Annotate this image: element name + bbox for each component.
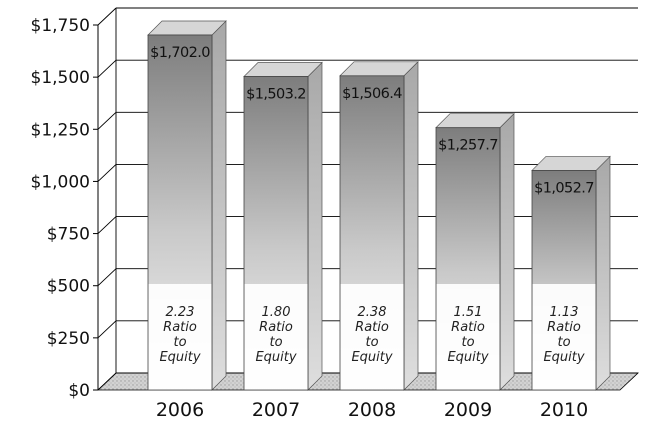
bar-top <box>147 20 227 36</box>
bar-side <box>499 112 515 391</box>
y-tick-label: $500 <box>47 277 90 297</box>
bar-side <box>211 20 227 391</box>
bar-top <box>531 156 611 171</box>
y-tick-label: $1,000 <box>31 172 90 192</box>
gridline-side <box>97 320 117 339</box>
bar-side <box>403 60 419 391</box>
y-tick-label: $750 <box>47 225 90 245</box>
ratio-caption: to <box>365 335 378 350</box>
x-tick-label: 2006 <box>156 399 204 421</box>
ratio-caption: to <box>173 335 186 350</box>
gridline-side <box>97 7 117 26</box>
ratio-caption: Ratio <box>355 320 389 335</box>
x-tick-label: 2008 <box>348 399 396 421</box>
bar-top <box>339 61 419 77</box>
x-tick-label: 2009 <box>444 399 492 421</box>
data-label: $1,257.7 <box>438 138 498 154</box>
data-label: $1,702.0 <box>150 45 210 61</box>
data-label: $1,503.2 <box>246 86 306 102</box>
ratio-caption: Ratio <box>451 320 485 335</box>
gridline-side <box>97 372 117 391</box>
ratio-caption: Equity <box>543 350 584 365</box>
ratio-panel <box>148 284 212 390</box>
ratio-caption: Equity <box>351 350 392 365</box>
ratio-panel <box>244 284 308 390</box>
ratio-value: 2.23 <box>166 305 195 320</box>
ratio-caption: Equity <box>255 350 296 365</box>
bar-side <box>307 61 323 391</box>
ratio-caption: to <box>557 335 570 350</box>
ratio-value: 1.80 <box>262 305 291 320</box>
gridline-side <box>97 216 117 234</box>
bar-top <box>435 113 515 129</box>
ratio-caption: to <box>461 335 474 350</box>
x-tick-label: 2010 <box>540 399 588 421</box>
bar-side <box>595 155 611 391</box>
ratio-panel <box>436 284 500 390</box>
x-tick-label: 2007 <box>252 399 300 421</box>
ratio-caption: Equity <box>159 350 200 365</box>
ratio-caption: Ratio <box>163 320 197 335</box>
ratio-panel <box>340 284 404 390</box>
y-tick-label: $1,500 <box>31 68 90 88</box>
y-axis: $0 $250 $500 $750 $1,000 $1,250 $1,500 $1,750 <box>31 16 99 401</box>
y-tick-label: $1,750 <box>31 16 90 36</box>
ratio-caption: Ratio <box>259 320 293 335</box>
y-tick-label: $250 <box>47 329 90 349</box>
data-label: $1,052.7 <box>534 180 594 196</box>
bars: $1,702.02.23RatiotoEquity$1,503.21.80Rat… <box>147 20 611 391</box>
data-label: $1,506.4 <box>342 86 402 102</box>
ratio-caption: Equity <box>447 350 488 365</box>
ratio-value: 1.51 <box>454 305 483 320</box>
ratio-panel <box>532 284 596 390</box>
y-tick-label: $1,250 <box>31 120 90 140</box>
gridline-side <box>97 164 117 182</box>
ratio-value: 1.13 <box>550 305 579 320</box>
bar-top <box>243 62 323 77</box>
ratio-caption: Ratio <box>547 320 581 335</box>
gridline-side <box>97 268 117 287</box>
y-tick-label: $0 <box>68 381 90 401</box>
x-axis: 2006 2007 2008 2009 2010 <box>156 399 588 421</box>
gridline-side <box>97 59 117 78</box>
ratio-value: 2.38 <box>358 305 387 320</box>
gridline-side <box>97 111 117 130</box>
ratio-caption: to <box>269 335 282 350</box>
